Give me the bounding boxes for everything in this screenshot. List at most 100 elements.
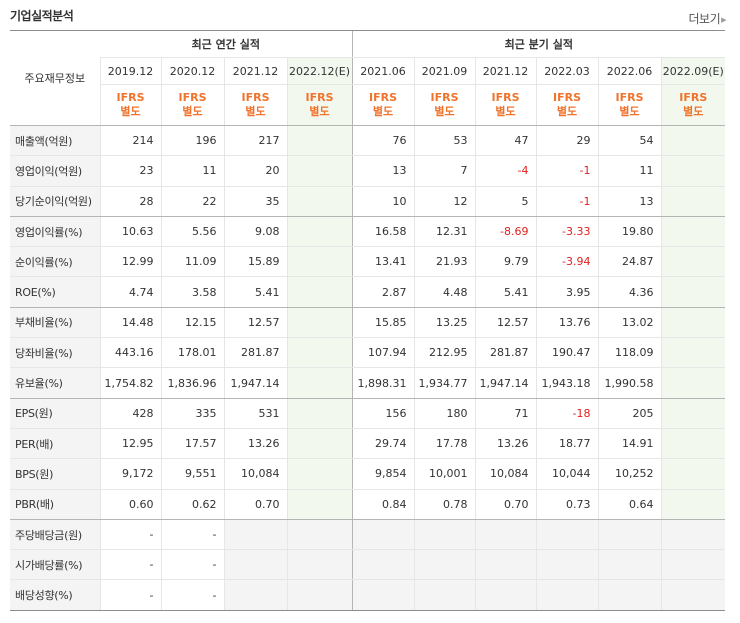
period-header: 2020.12	[160, 57, 224, 85]
row-label: 영업이익률(%)	[10, 216, 100, 248]
more-link-label: 더보기	[688, 12, 721, 26]
ifrs-type: 별도	[372, 105, 394, 118]
table-row: BPS(원) 9,172 9,551 10,084 9,854 10,001 10,084 1…	[10, 458, 726, 490]
table-cell	[286, 307, 353, 339]
table-cell: 3.58	[160, 276, 224, 308]
table-cell: 21.93	[413, 246, 476, 278]
table-cell	[535, 549, 599, 581]
table-cell: 212.95	[413, 337, 476, 369]
table-cell: 15.89	[223, 246, 287, 278]
table-cell: 281.87	[474, 337, 537, 369]
table-cell	[597, 549, 662, 581]
table-row: 부채비율(%) 14.48 12.15 12.57 15.85 13.25 12.57 13.…	[10, 307, 726, 339]
table-cell: -3.33	[535, 216, 599, 248]
table-cell: 10	[351, 186, 415, 217]
table-cell: 2.87	[351, 276, 415, 308]
table-cell	[351, 579, 415, 611]
table-cell	[286, 458, 353, 490]
row-label: 당좌비율(%)	[10, 337, 100, 369]
period-header: 2022.12(E)	[286, 57, 353, 85]
table-cell	[474, 579, 537, 611]
table-cell	[286, 549, 353, 581]
ifrs-type: 별도	[182, 105, 203, 118]
table-cell	[286, 155, 353, 187]
table-cell: -	[160, 519, 224, 551]
period-header: 2022.03	[535, 57, 599, 85]
ifrs-label: IFRS	[491, 91, 520, 104]
table-cell: 19.80	[597, 216, 662, 248]
ifrs-badge: IFRS 별도	[660, 84, 726, 126]
table-cell: 12.15	[160, 307, 224, 339]
table-cell: 71	[474, 398, 537, 429]
table-cell: 15.85	[351, 307, 415, 339]
table-cell	[660, 398, 726, 429]
table-cell	[474, 519, 537, 551]
table-cell	[223, 579, 287, 611]
period-header: 2021.12	[223, 57, 287, 85]
table-cell: 178.01	[160, 337, 224, 369]
table-cell	[351, 549, 415, 581]
row-label: PER(배)	[10, 428, 100, 460]
table-cell	[286, 186, 353, 217]
table-cell	[660, 489, 726, 520]
table-cell: 1,934.77	[413, 367, 476, 399]
table-cell: -1	[535, 186, 599, 217]
table-cell	[660, 549, 726, 581]
row-label: 주당배당금(원)	[10, 519, 100, 551]
table-cell: 9.79	[474, 246, 537, 278]
ifrs-type: 별도	[434, 105, 455, 118]
ifrs-label: IFRS	[615, 91, 644, 104]
table-cell: 1,990.58	[597, 367, 662, 399]
ifrs-type: 별도	[683, 105, 704, 118]
table-cell	[474, 549, 537, 581]
table-cell: 107.94	[351, 337, 415, 369]
ifrs-label: IFRS	[430, 91, 459, 104]
table-cell: 10,084	[223, 458, 287, 490]
table-cell: 0.60	[99, 489, 161, 520]
table-cell	[660, 458, 726, 490]
table-cell: 13.25	[413, 307, 476, 339]
table-cell: 1,754.82	[99, 367, 161, 399]
table-cell: 23	[99, 155, 161, 187]
more-link[interactable]: 더보기▶	[688, 10, 726, 27]
table-cell: 11	[160, 155, 224, 187]
table-cell: 1,898.31	[351, 367, 415, 399]
table-cell: 9,172	[99, 458, 161, 490]
table-cell: 12.31	[413, 216, 476, 248]
ifrs-type: 별도	[309, 105, 330, 118]
table-cell: 5.41	[223, 276, 287, 308]
table-cell: 10.63	[99, 216, 161, 248]
table-cell: 4.74	[99, 276, 161, 308]
table-row: 순이익률(%) 12.99 11.09 15.89 13.41 21.93 9.79 -3.9…	[10, 246, 726, 278]
section-title: 기업실적분석	[10, 9, 74, 23]
table-cell	[286, 246, 353, 278]
table-cell	[660, 579, 726, 611]
table-cell: 196	[160, 125, 224, 157]
table-cell: 4.36	[597, 276, 662, 308]
ifrs-type: 별도	[619, 105, 640, 118]
ifrs-label: IFRS	[679, 91, 708, 104]
table-cell: 3.95	[535, 276, 599, 308]
table-cell: -	[99, 519, 161, 551]
table-cell: 10,084	[474, 458, 537, 490]
row-label: 영업이익(억원)	[10, 155, 100, 187]
table-cell: 14.91	[597, 428, 662, 460]
table-cell: 0.70	[223, 489, 287, 520]
chevron-right-icon: ▶	[721, 16, 726, 24]
table-cell: 17.57	[160, 428, 224, 460]
table-cell: 11	[597, 155, 662, 187]
table-cell	[223, 519, 287, 551]
ifrs-type: 별도	[120, 105, 141, 118]
table-cell: 22	[160, 186, 224, 217]
table-cell: 217	[223, 125, 287, 157]
table-cell: 13.76	[535, 307, 599, 339]
row-label: 순이익률(%)	[10, 246, 100, 278]
table-cell: 16.58	[351, 216, 415, 248]
ifrs-label: IFRS	[116, 91, 145, 104]
table-row: 영업이익(억원) 23 11 20 13 7 -4 -1 11	[10, 155, 726, 187]
table-cell: -18	[535, 398, 599, 429]
row-label: 배당성향(%)	[10, 579, 100, 611]
table-row: 배당성향(%) - -	[10, 579, 726, 611]
table-cell: 1,836.96	[160, 367, 224, 399]
table-cell: 118.09	[597, 337, 662, 369]
